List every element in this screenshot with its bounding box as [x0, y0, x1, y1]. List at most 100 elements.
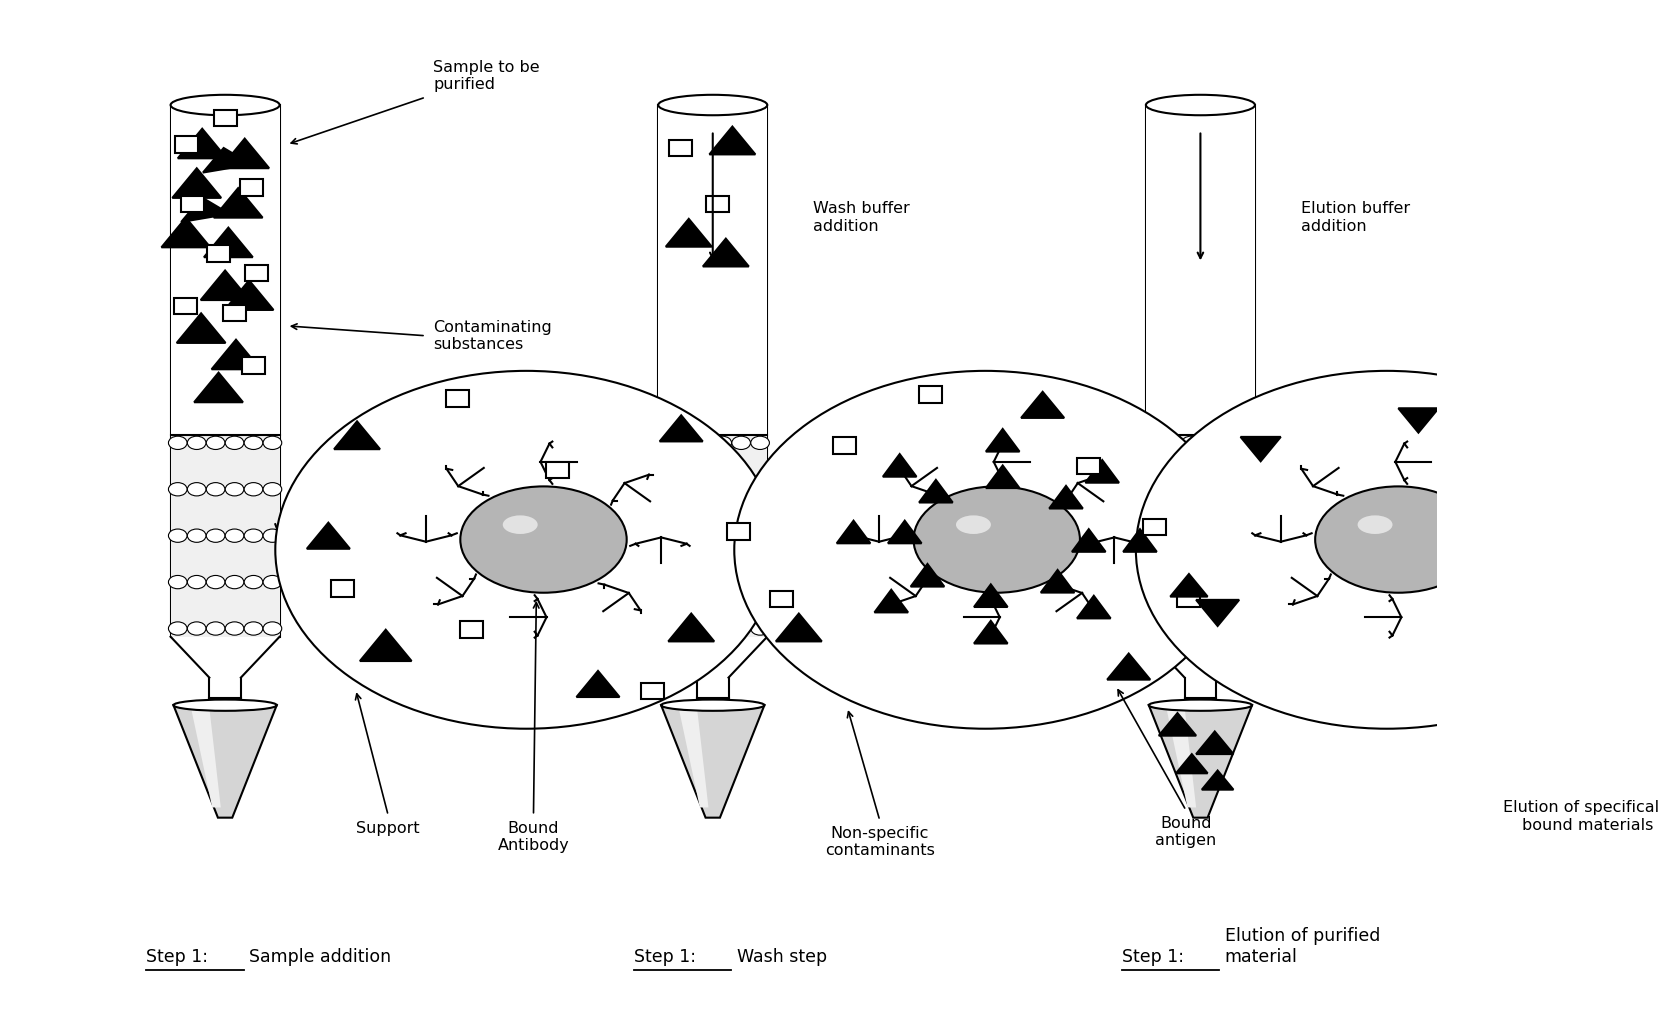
Circle shape — [750, 576, 770, 589]
Polygon shape — [1197, 600, 1238, 626]
Polygon shape — [986, 429, 1019, 451]
Circle shape — [1144, 576, 1162, 589]
Polygon shape — [1049, 486, 1082, 509]
Circle shape — [1144, 482, 1162, 495]
Polygon shape — [1197, 732, 1233, 755]
Polygon shape — [1170, 574, 1207, 596]
Polygon shape — [576, 671, 619, 697]
Text: Elution of purified
material: Elution of purified material — [1225, 927, 1379, 966]
Circle shape — [168, 529, 188, 543]
Text: Non-specific
contaminants: Non-specific contaminants — [825, 825, 935, 858]
Circle shape — [226, 529, 244, 543]
Circle shape — [1162, 529, 1182, 543]
Circle shape — [712, 622, 732, 635]
Polygon shape — [1107, 654, 1150, 680]
Circle shape — [1182, 622, 1200, 635]
Circle shape — [206, 576, 226, 589]
Bar — [460, 621, 483, 637]
Circle shape — [1238, 436, 1257, 449]
Circle shape — [206, 529, 226, 543]
Bar — [242, 358, 266, 373]
Bar — [246, 265, 269, 282]
Text: Support: Support — [357, 820, 420, 836]
Polygon shape — [307, 522, 350, 549]
Polygon shape — [1041, 570, 1074, 592]
Circle shape — [750, 529, 770, 543]
Circle shape — [244, 576, 262, 589]
Polygon shape — [669, 614, 714, 641]
Circle shape — [712, 529, 732, 543]
Ellipse shape — [503, 515, 538, 534]
Circle shape — [712, 482, 732, 495]
Circle shape — [676, 529, 694, 543]
Ellipse shape — [661, 700, 764, 710]
Bar — [171, 105, 279, 435]
Polygon shape — [1149, 705, 1252, 817]
Circle shape — [732, 436, 750, 449]
Bar — [1077, 457, 1101, 474]
Polygon shape — [173, 169, 221, 197]
Circle shape — [732, 622, 750, 635]
Circle shape — [1220, 576, 1238, 589]
Circle shape — [262, 436, 282, 449]
Circle shape — [1144, 436, 1162, 449]
Bar — [833, 437, 857, 453]
Polygon shape — [883, 454, 916, 477]
Circle shape — [1220, 482, 1238, 495]
Bar — [214, 110, 237, 126]
Circle shape — [1182, 436, 1200, 449]
Polygon shape — [194, 373, 242, 402]
Bar — [1177, 591, 1200, 608]
Text: Sample to be
purified: Sample to be purified — [433, 60, 540, 91]
Circle shape — [168, 576, 188, 589]
Circle shape — [1200, 576, 1218, 589]
Polygon shape — [181, 197, 229, 222]
Bar — [208, 246, 231, 261]
Circle shape — [1220, 529, 1238, 543]
Circle shape — [732, 482, 750, 495]
Polygon shape — [1175, 755, 1207, 773]
Circle shape — [168, 436, 188, 449]
Polygon shape — [1021, 392, 1064, 418]
Polygon shape — [211, 339, 261, 369]
Circle shape — [1200, 622, 1218, 635]
Circle shape — [188, 436, 206, 449]
Bar — [174, 298, 198, 315]
Circle shape — [244, 529, 262, 543]
Polygon shape — [360, 630, 412, 661]
Circle shape — [1162, 482, 1182, 495]
Polygon shape — [221, 139, 269, 169]
Polygon shape — [974, 621, 1008, 644]
Circle shape — [656, 576, 674, 589]
Circle shape — [188, 482, 206, 495]
Bar — [669, 140, 692, 156]
Circle shape — [188, 529, 206, 543]
Circle shape — [226, 576, 244, 589]
Circle shape — [676, 622, 694, 635]
Polygon shape — [837, 521, 870, 543]
Circle shape — [244, 622, 262, 635]
Circle shape — [226, 622, 244, 635]
Polygon shape — [201, 270, 249, 300]
Polygon shape — [775, 614, 822, 641]
Circle shape — [750, 622, 770, 635]
Circle shape — [1182, 482, 1200, 495]
Polygon shape — [888, 521, 921, 543]
Ellipse shape — [1358, 515, 1393, 534]
Circle shape — [656, 436, 674, 449]
Circle shape — [694, 622, 712, 635]
Bar — [224, 304, 246, 321]
Circle shape — [1238, 576, 1257, 589]
Bar — [727, 523, 750, 540]
Circle shape — [168, 482, 188, 495]
Polygon shape — [1202, 771, 1233, 790]
Polygon shape — [1077, 596, 1111, 619]
Circle shape — [1162, 436, 1182, 449]
Polygon shape — [679, 710, 709, 807]
Polygon shape — [173, 705, 277, 817]
Polygon shape — [1072, 529, 1106, 552]
Polygon shape — [974, 584, 1008, 607]
Circle shape — [262, 622, 282, 635]
Polygon shape — [1124, 529, 1157, 552]
Circle shape — [676, 576, 694, 589]
